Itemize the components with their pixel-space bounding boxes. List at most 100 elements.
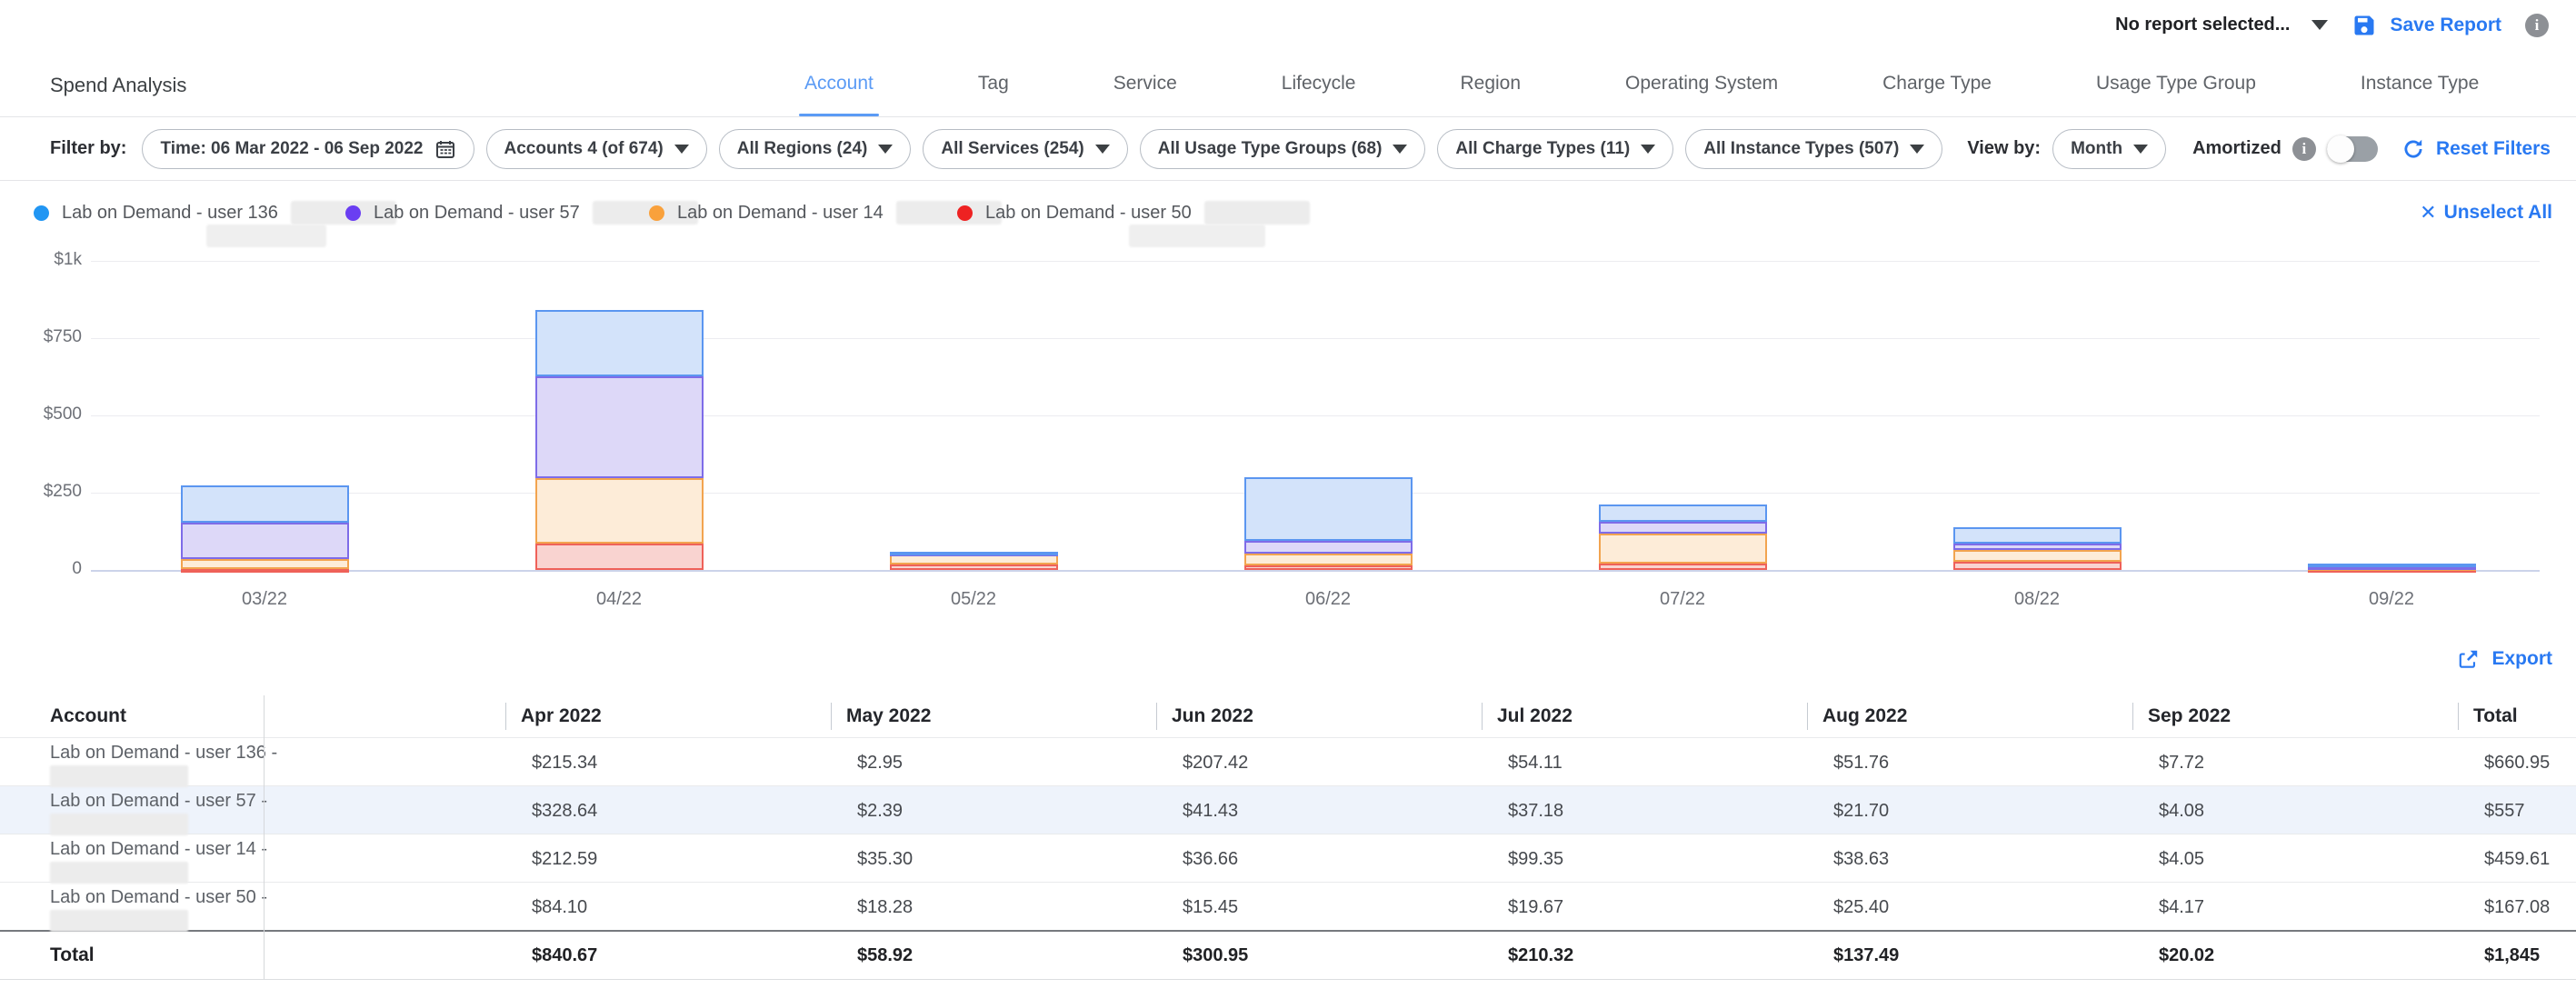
table-header-aug-2022[interactable]: Aug 2022 (1807, 703, 2132, 730)
bar-segment-08/22-Lab-on-Demand---user-57[interactable] (1953, 544, 2122, 550)
table-header-may-2022[interactable]: May 2022 (831, 703, 1156, 730)
cell-jul-2022: $19.67 (1482, 897, 1807, 918)
gridline-0 (91, 570, 2540, 572)
cell-jul-2022: $99.35 (1482, 849, 1807, 870)
bar-segment-05/22-Lab-on-Demand---user-50[interactable] (890, 564, 1058, 570)
table-header-jun-2022[interactable]: Jun 2022 (1156, 703, 1482, 730)
info-icon[interactable]: i (2525, 14, 2549, 37)
amortized-label: Amortized (2192, 138, 2281, 159)
bar-segment-09/22-Lab-on-Demand---user-136[interactable] (2308, 564, 2476, 567)
bar-segment-06/22-Lab-on-Demand---user-57[interactable] (1244, 541, 1413, 554)
y-axis-tick-label: 0 (0, 559, 82, 579)
instance-types-filter-chip[interactable]: All Instance Types (507) (1685, 129, 1942, 169)
services-filter-chip[interactable]: All Services (254) (923, 129, 1127, 169)
chevron-down-icon (2311, 20, 2328, 30)
cell-aug-2022: $38.63 (1807, 849, 2132, 870)
table-header-sep-2022[interactable]: Sep 2022 (2132, 703, 2458, 730)
legend-label: Lab on Demand - user 14 (677, 203, 884, 224)
table-header-total[interactable]: Total (2458, 703, 2576, 730)
table-row-4[interactable]: Lab on Demand - user 50 -$84.10$18.28$15… (0, 882, 2576, 930)
view-by-label: View by: (1967, 138, 2041, 159)
tab-service[interactable]: Service (1113, 50, 1177, 116)
regions-filter-chip[interactable]: All Regions (24) (719, 129, 912, 169)
time-filter-value: Time: 06 Mar 2022 - 06 Sep 2022 (160, 139, 423, 159)
unselect-all-button[interactable]: ✕ Unselect All (2420, 201, 2552, 225)
chevron-down-icon (674, 145, 689, 154)
bar-segment-08/22-Lab-on-Demand---user-50[interactable] (1953, 562, 2122, 570)
cell-aug-2022: $51.76 (1807, 753, 2132, 774)
usage-type-groups-filter-chip[interactable]: All Usage Type Groups (68) (1140, 129, 1426, 169)
bar-segment-07/22-Lab-on-Demand---user-57[interactable] (1599, 522, 1767, 534)
save-report-label: Save Report (2390, 15, 2501, 36)
bar-segment-07/22-Lab-on-Demand---user-50[interactable] (1599, 564, 1767, 570)
amortized-toggle[interactable] (2327, 136, 2378, 162)
export-button[interactable]: Export (2457, 647, 2552, 671)
bar-segment-03/22-Lab-on-Demand---user-14[interactable] (181, 559, 349, 569)
legend-item-4[interactable]: Lab on Demand - user 50 (957, 201, 1310, 225)
table-row-2[interactable]: Lab on Demand - user 57 -$328.64$2.39$41… (0, 785, 2576, 834)
table-header-account[interactable]: Account (0, 705, 505, 727)
save-report-button[interactable]: Save Report (2351, 13, 2501, 38)
x-axis-label-09/22: 09/22 (2337, 589, 2446, 610)
x-axis-label-03/22: 03/22 (210, 589, 319, 610)
bar-segment-04/22-Lab-on-Demand---user-14[interactable] (535, 478, 704, 544)
title-bar: Spend Analysis Account Tag Service Lifecycl… (0, 50, 2576, 116)
reset-filters-button[interactable]: Reset Filters (2401, 117, 2551, 180)
bar-segment-06/22-Lab-on-Demand---user-14[interactable] (1244, 554, 1413, 564)
tab-operating-system[interactable]: Operating System (1625, 50, 1778, 116)
accounts-filter-chip[interactable]: Accounts 4 (of 674) (486, 129, 707, 169)
tab-charge-type[interactable]: Charge Type (1882, 50, 1992, 116)
chevron-down-icon (2133, 145, 2148, 154)
view-by-value: Month (2071, 139, 2122, 159)
x-axis-label-06/22: 06/22 (1273, 589, 1383, 610)
tab-usage-type-group[interactable]: Usage Type Group (2096, 50, 2256, 116)
tab-region[interactable]: Region (1460, 50, 1521, 116)
chevron-down-icon (1641, 145, 1655, 154)
chart-legend: ✕ Unselect All Lab on Demand - user 136L… (0, 186, 2576, 252)
legend-item-3[interactable]: Lab on Demand - user 14 (649, 201, 1002, 225)
tab-instance-type[interactable]: Instance Type (2361, 50, 2479, 116)
tab-lifecycle[interactable]: Lifecycle (1282, 50, 1356, 116)
redacted-account-id (50, 862, 188, 884)
bar-segment-04/22-Lab-on-Demand---user-57[interactable] (535, 376, 704, 478)
amortized-info-icon[interactable]: i (2292, 137, 2316, 161)
bar-segment-08/22-Lab-on-Demand---user-14[interactable] (1953, 550, 2122, 562)
table-row-1[interactable]: Lab on Demand - user 136 -$215.34$2.95$2… (0, 737, 2576, 785)
page-title: Spend Analysis (50, 74, 186, 97)
legend-item-1[interactable]: Lab on Demand - user 136 (34, 201, 396, 225)
bar-segment-06/22-Lab-on-Demand---user-136[interactable] (1244, 477, 1413, 542)
bar-segment-04/22-Lab-on-Demand---user-50[interactable] (535, 544, 704, 570)
bar-segment-06/22-Lab-on-Demand---user-50[interactable] (1244, 565, 1413, 570)
bar-segment-03/22-Lab-on-Demand---user-136[interactable] (181, 485, 349, 523)
toggle-knob (2327, 135, 2354, 163)
table-header-jul-2022[interactable]: Jul 2022 (1482, 703, 1807, 730)
calendar-icon (434, 138, 456, 160)
cell-total: $167.08 (2458, 897, 2576, 918)
gridline-$500 (91, 415, 2540, 416)
legend-item-2[interactable]: Lab on Demand - user 57 (345, 201, 698, 225)
report-selector-dropdown[interactable]: No report selected... (2115, 15, 2328, 35)
bar-segment-04/22-Lab-on-Demand---user-136[interactable] (535, 310, 704, 376)
spend-analysis-app: No report selected... Save Report i Spen… (0, 0, 2576, 989)
x-axis-label-07/22: 07/22 (1628, 589, 1737, 610)
legend-label: Lab on Demand - user 50 (985, 203, 1192, 224)
bar-segment-03/22-Lab-on-Demand---user-50[interactable] (181, 569, 349, 573)
table-header-apr-2022[interactable]: Apr 2022 (505, 703, 831, 730)
cell-jun-2022: $15.45 (1156, 897, 1482, 918)
tab-account[interactable]: Account (804, 50, 874, 116)
top-bar: No report selected... Save Report i (0, 0, 2576, 50)
redacted-account-id (50, 814, 188, 835)
regions-filter-value: All Regions (24) (737, 139, 868, 159)
bar-segment-07/22-Lab-on-Demand---user-14[interactable] (1599, 534, 1767, 564)
bar-segment-08/22-Lab-on-Demand---user-136[interactable] (1953, 527, 2122, 544)
cell-total: $557 (2458, 801, 2576, 822)
table-row-3[interactable]: Lab on Demand - user 14 -$212.59$35.30$3… (0, 834, 2576, 882)
view-by-dropdown[interactable]: Month (2052, 129, 2166, 169)
charge-types-filter-chip[interactable]: All Charge Types (11) (1437, 129, 1673, 169)
bar-segment-03/22-Lab-on-Demand---user-57[interactable] (181, 523, 349, 559)
tab-tag[interactable]: Tag (978, 50, 1009, 116)
bar-segment-05/22-Lab-on-Demand---user-136[interactable] (890, 552, 1058, 555)
time-filter-chip[interactable]: Time: 06 Mar 2022 - 06 Sep 2022 (142, 129, 474, 169)
bar-segment-07/22-Lab-on-Demand---user-136[interactable] (1599, 504, 1767, 521)
close-icon: ✕ (2420, 201, 2436, 225)
